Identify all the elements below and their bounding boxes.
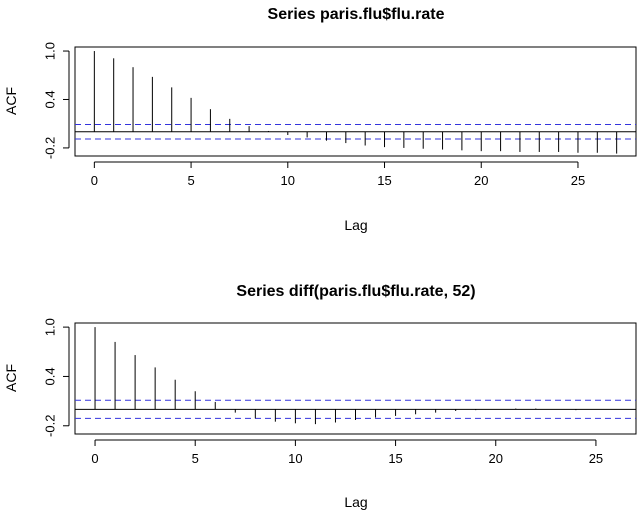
x-tick-label: 0 [91,173,98,188]
x-tick-label: 15 [377,173,391,188]
acf-panel-top: Series paris.flu$flu.rate 0 5 10 15 20 25 -0.… [3,6,637,233]
x-axis-label: Lag [344,217,367,233]
x-tick-label: 15 [388,451,402,466]
acf-marks [75,327,636,425]
y-axis-label: ACF [3,364,19,392]
y-axis-label: ACF [3,87,19,115]
chart-title: Series paris.flu$flu.rate [268,6,445,23]
y-tick-label: 0.4 [42,367,57,385]
x-axis-label: Lag [344,494,367,510]
x-tick-label: 10 [281,173,295,188]
y-axis: -0.2 0.4 1.0 [42,42,70,159]
chart-title: Series diff(paris.flu$flu.rate, 52) [236,283,475,300]
plot-frame [74,322,637,435]
x-tick-label: 0 [91,451,98,466]
x-tick-label: 5 [192,451,199,466]
y-tick-label: -0.2 [42,137,57,159]
x-tick-label: 10 [288,451,302,466]
y-tick-label: -0.2 [42,415,57,437]
x-axis: 0 5 10 15 20 25 [91,439,603,466]
acf-marks [75,51,636,154]
plot-frame [74,46,637,157]
y-axis: -0.2 0.4 1.0 [42,318,70,437]
x-tick-label: 20 [474,173,488,188]
x-tick-label: 25 [571,173,585,188]
x-tick-label: 25 [589,451,603,466]
x-tick-label: 20 [489,451,503,466]
y-tick-label: 0.4 [42,90,57,108]
acf-panel-bottom: Series diff(paris.flu$flu.rate, 52) 0 5 10… [3,283,637,510]
y-tick-label: 1.0 [42,42,57,60]
y-tick-label: 1.0 [42,318,57,336]
x-tick-label: 5 [187,173,194,188]
x-axis: 0 5 10 15 20 25 [91,161,585,188]
